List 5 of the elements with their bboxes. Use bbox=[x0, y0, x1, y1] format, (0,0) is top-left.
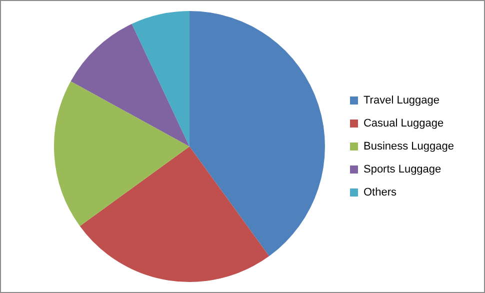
legend-label: Travel Luggage bbox=[363, 94, 440, 107]
legend-label: Sports Luggage bbox=[363, 164, 442, 176]
legend-label: Business Luggage bbox=[363, 140, 454, 153]
legend-label: Others bbox=[363, 186, 397, 199]
legend-label: Casual Luggage bbox=[363, 118, 444, 130]
